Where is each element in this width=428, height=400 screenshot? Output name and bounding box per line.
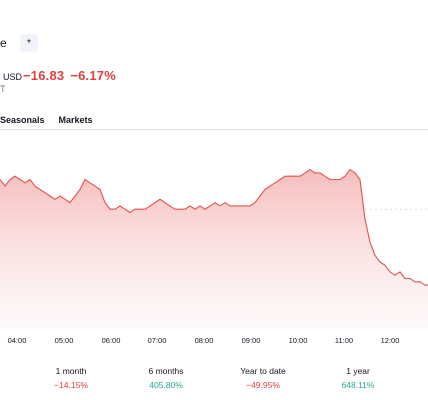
perf-year-to-date[interactable]: Year to date −49.95%: [218, 366, 308, 390]
performance-row: 1 month −14.15% 6 months 405.80% Year to…: [0, 366, 428, 394]
price-change-percent: −6.17%: [70, 68, 116, 83]
perf-value: −49.95%: [246, 380, 280, 390]
perf-value: −14.15%: [54, 380, 88, 390]
price-change: −16.83: [23, 68, 65, 83]
x-tick-label: 12:00: [381, 336, 400, 345]
tab-seasonals[interactable]: Seasonals: [0, 115, 45, 125]
x-tick-label: 09:00: [242, 336, 261, 345]
tab-bar: Seasonals Markets: [0, 110, 107, 130]
symbol-selector[interactable]: e: [0, 33, 8, 53]
perf-label: 1 month: [55, 366, 87, 376]
market-status-fragment: T: [0, 84, 6, 94]
series-area: [0, 169, 428, 328]
x-tick-label: 06:00: [102, 336, 121, 345]
currency-label: USD: [3, 72, 23, 82]
perf-label: 1 year: [346, 366, 370, 376]
tab-markets[interactable]: Markets: [58, 115, 93, 125]
perf-value: 648.11%: [341, 380, 375, 390]
favorite-star-button[interactable]: *: [20, 34, 38, 52]
x-tick-label: 11:00: [335, 336, 353, 345]
price-chart[interactable]: 04:00 05:00 06:00 07:00 08:00 09:00 10:00 11:00…: [0, 130, 428, 352]
chevron-fragment: e: [0, 36, 7, 50]
x-tick-label: 10:00: [289, 336, 308, 345]
x-tick-label: 05:00: [55, 336, 74, 345]
perf-1-month[interactable]: 1 month −14.15%: [26, 366, 116, 390]
perf-label: Year to date: [240, 366, 286, 376]
perf-value: 405.80%: [149, 380, 183, 390]
perf-label: 6 months: [148, 366, 184, 376]
tab-divider: [0, 129, 428, 130]
x-tick-label: 07:00: [148, 336, 167, 345]
series-line: [0, 168, 428, 286]
price-row: USD −16.83 −6.17%: [0, 68, 116, 83]
perf-6-months[interactable]: 6 months 405.80%: [121, 366, 211, 390]
star-icon: *: [27, 37, 31, 49]
x-tick-label: 08:00: [195, 336, 214, 345]
x-tick-label: 04:00: [8, 336, 27, 345]
perf-1-year[interactable]: 1 year 648.11%: [313, 366, 403, 390]
